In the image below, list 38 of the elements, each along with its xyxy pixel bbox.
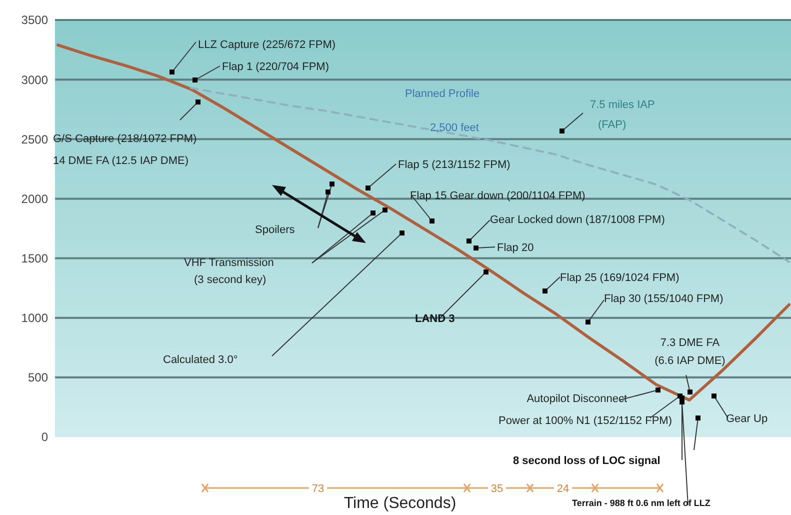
annotation: (FAP) <box>598 119 626 131</box>
text: 35 <box>490 483 504 495</box>
annotation: Flap 20 <box>497 242 534 254</box>
y-tick-label: 2500 <box>21 132 48 146</box>
y-tick-label: 3000 <box>21 72 48 87</box>
annotation: LLZ Capture (225/672 FPM) <box>198 39 336 51</box>
y-tick-label: 3500 <box>21 13 48 28</box>
annotation: Gear Up <box>726 413 768 425</box>
annotation: LAND 3 <box>415 313 455 325</box>
annotation: Flap 1 (220/704 FPM) <box>222 61 329 73</box>
y-tick-label: 2000 <box>21 192 48 206</box>
y-tick-label: 0 <box>41 430 48 444</box>
annotation: Autopilot Disconnect <box>526 393 627 405</box>
annotation: Spoilers <box>255 224 296 236</box>
text: Terrain - 988 ft 0.6 nm left of LLZ <box>572 498 711 508</box>
annotation: (6.6 IAP DME) <box>654 355 726 367</box>
annotation: Flap 5 (213/1152 FPM) <box>398 159 510 171</box>
y-tick-label: 1500 <box>21 251 48 266</box>
text: 8 second loss of LOC signal <box>513 455 660 467</box>
annotation: Power at 100% N1 (152/1152 FPM) <box>498 415 672 427</box>
text: 73 <box>312 483 324 495</box>
annotation: Flap 15 Gear down (200/1104 FPM) <box>410 190 586 202</box>
annotation: 14 DME FA (12.5 IAP DME) <box>53 155 189 167</box>
annotation: Flap 30 (155/1040 FPM) <box>604 293 724 305</box>
annotation: 7.3 DME FA <box>660 337 720 349</box>
annotation: Calculated 3.0° <box>163 354 238 366</box>
annotation: Gear Locked down (187/1008 FPM) <box>490 214 665 226</box>
y-tick-label: 1000 <box>21 311 48 326</box>
text: 24 <box>556 483 570 495</box>
annotation: Flap 25 (169/1024 FPM) <box>560 272 680 284</box>
annotation: (3 second key) <box>194 274 266 286</box>
annotation: G/S Capture (218/1072 FPM) <box>53 133 197 145</box>
annotation: 2,500 feet <box>430 122 479 134</box>
text: Planned Profile <box>405 88 480 100</box>
y-tick-label: 500 <box>28 370 48 385</box>
annotation: VHF Transmission <box>184 257 274 269</box>
x-axis-title: Time (Seconds) <box>344 495 456 512</box>
annotation: 7.5 miles IAP <box>590 99 655 111</box>
